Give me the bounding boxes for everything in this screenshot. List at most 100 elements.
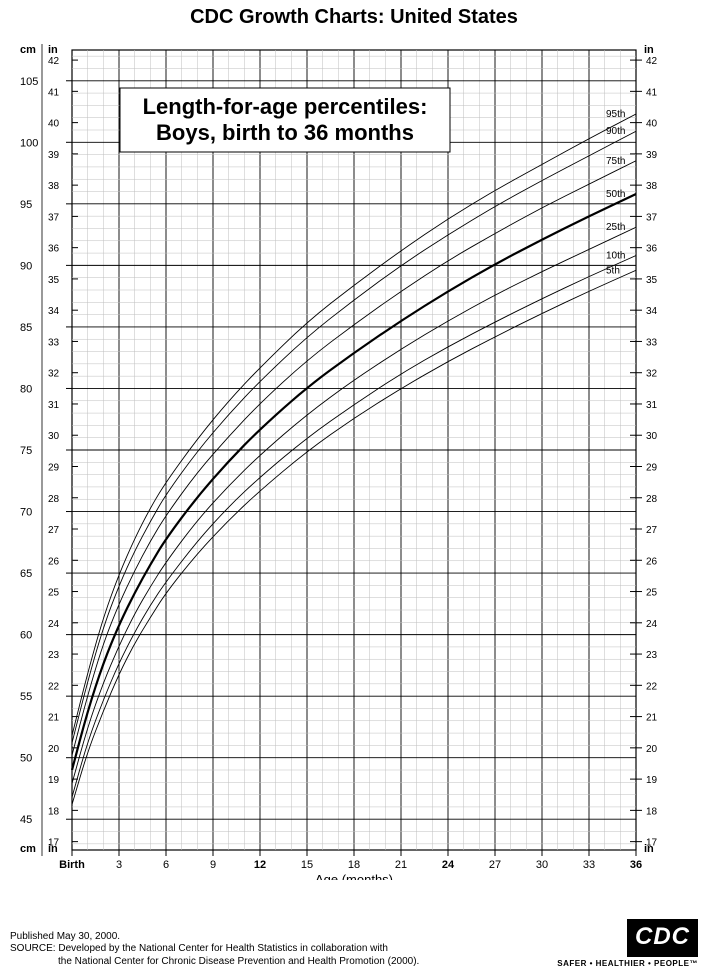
svg-text:10th: 10th [606,251,625,262]
svg-text:21: 21 [395,859,407,871]
svg-text:34: 34 [646,306,658,317]
page-title: CDC Growth Charts: United States [0,6,708,29]
svg-text:in: in [48,44,58,56]
svg-text:9: 9 [210,859,216,871]
svg-text:cm: cm [20,44,36,56]
svg-text:38: 38 [48,181,60,192]
svg-text:33: 33 [646,337,658,348]
source-label: SOURCE: [10,943,56,954]
svg-text:27: 27 [48,525,60,536]
svg-text:29: 29 [48,462,60,473]
svg-text:40: 40 [646,119,658,130]
svg-text:31: 31 [646,400,658,411]
page: CDC Growth Charts: United States 45 50 55 6… [0,0,708,976]
svg-text:50th: 50th [606,189,625,200]
svg-text:105: 105 [20,76,38,88]
svg-text:30: 30 [646,431,658,442]
svg-text:31: 31 [48,400,60,411]
cdc-tagline: SAFER • HEALTHIER • PEOPLE™ [557,959,698,968]
svg-text:35: 35 [646,275,658,286]
svg-text:37: 37 [48,212,60,223]
svg-text:3: 3 [116,859,122,871]
svg-text:5th: 5th [606,265,620,276]
svg-text:28: 28 [48,494,60,505]
svg-text:41: 41 [48,87,60,98]
chart-svg: 4550556065707580859095100105cminincminin… [10,40,698,880]
svg-text:Age (months): Age (months) [315,872,393,880]
svg-text:42: 42 [646,56,658,67]
svg-text:28: 28 [646,494,658,505]
svg-text:39: 39 [646,150,658,161]
svg-text:26: 26 [646,556,658,567]
svg-text:18: 18 [348,859,360,871]
svg-text:34: 34 [48,306,60,317]
svg-text:22: 22 [646,681,658,692]
growth-chart: 4550556065707580859095100105cminincminin… [10,40,698,880]
svg-text:27: 27 [489,859,501,871]
svg-text:80: 80 [20,383,32,395]
svg-text:27: 27 [646,525,658,536]
svg-text:36: 36 [630,859,642,871]
svg-text:in: in [644,44,654,56]
svg-text:85: 85 [20,322,32,334]
svg-text:39: 39 [48,150,60,161]
svg-text:50: 50 [20,753,32,765]
svg-text:32: 32 [646,369,658,380]
svg-text:95: 95 [20,199,32,211]
svg-text:20: 20 [48,744,60,755]
svg-text:cm: cm [20,843,36,855]
svg-text:19: 19 [48,775,60,786]
svg-text:55: 55 [20,691,32,703]
svg-text:29: 29 [646,462,658,473]
svg-text:60: 60 [20,630,32,642]
cdc-logo: CDC [627,919,698,957]
svg-text:18: 18 [48,806,60,817]
svg-text:100: 100 [20,137,38,149]
svg-text:37: 37 [646,212,658,223]
svg-text:36: 36 [48,244,60,255]
svg-text:38: 38 [646,181,658,192]
svg-text:12: 12 [254,859,266,871]
svg-text:24: 24 [442,859,455,871]
svg-text:25: 25 [48,588,60,599]
svg-text:23: 23 [48,650,60,661]
svg-text:25: 25 [646,588,658,599]
svg-text:70: 70 [20,507,32,519]
svg-text:21: 21 [646,713,658,724]
svg-text:18: 18 [646,806,658,817]
svg-text:17: 17 [48,838,60,849]
svg-text:40: 40 [48,119,60,130]
svg-text:33: 33 [583,859,595,871]
svg-text:21: 21 [48,713,60,724]
source-text-1: Developed by the National Center for Hea… [58,943,388,954]
svg-text:75: 75 [20,445,32,457]
svg-text:23: 23 [646,650,658,661]
svg-text:45: 45 [20,814,32,826]
svg-text:6: 6 [163,859,169,871]
svg-text:17: 17 [646,838,658,849]
svg-text:42: 42 [48,56,60,67]
svg-text:32: 32 [48,369,60,380]
svg-text:30: 30 [536,859,548,871]
svg-text:15: 15 [301,859,313,871]
svg-text:33: 33 [48,337,60,348]
svg-text:25th: 25th [606,222,625,233]
svg-text:90: 90 [20,260,32,272]
svg-text:20: 20 [646,744,658,755]
svg-text:24: 24 [48,619,60,630]
svg-text:35: 35 [48,275,60,286]
cdc-logo-block: CDC SAFER • HEALTHIER • PEOPLE™ [557,919,698,968]
svg-text:19: 19 [646,775,658,786]
svg-text:Length-for-age percentiles:: Length-for-age percentiles: [143,94,428,119]
svg-text:75th: 75th [606,156,625,167]
svg-text:Birth: Birth [59,859,85,871]
svg-text:95th: 95th [606,109,625,120]
svg-text:41: 41 [646,87,658,98]
svg-text:22: 22 [48,681,60,692]
svg-text:26: 26 [48,556,60,567]
svg-text:30: 30 [48,431,60,442]
svg-text:65: 65 [20,568,32,580]
svg-text:24: 24 [646,619,658,630]
svg-text:36: 36 [646,244,658,255]
svg-text:Boys, birth to 36 months: Boys, birth to 36 months [156,120,414,145]
